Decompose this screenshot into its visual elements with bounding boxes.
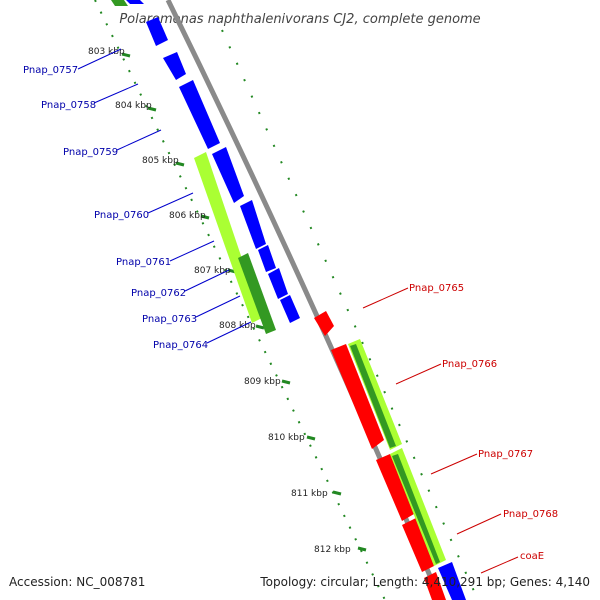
forward-genes [126, 0, 300, 323]
left-gene-labels: Pnap_0757 Pnap_0758 Pnap_0759 Pnap_0760 … [23, 65, 208, 351]
scale-label: 805 kbp [142, 156, 179, 166]
gene-label: coaE [520, 551, 544, 562]
map-title: Polaromonas naphthalenivorans CJ2, compl… [119, 12, 480, 27]
gene-label: Pnap_0767 [478, 449, 533, 460]
gene-arrow-forward [126, 0, 144, 4]
scale-label: 803 kbp [88, 47, 125, 57]
scale-label: 806 kbp [169, 211, 206, 221]
gene-arrow-forward [240, 200, 266, 249]
scale-label: 808 kbp [219, 321, 256, 331]
gene-arrow-reverse [376, 454, 414, 521]
gene-arrow-forward [163, 52, 186, 80]
scale-label: 811 kbp [291, 489, 328, 499]
right-gene-labels: Pnap_0765 Pnap_0766 Pnap_0767 Pnap_0768 … [409, 283, 558, 562]
gene-label: Pnap_0761 [116, 257, 171, 268]
scale-label: 810 kbp [268, 433, 305, 443]
left-leaders [77, 48, 252, 344]
gene-label: Pnap_0764 [153, 340, 208, 351]
right-leaders [362, 287, 519, 574]
gene-label: Pnap_0762 [131, 288, 186, 299]
gene-arrow-forward [179, 80, 220, 149]
gene-arrow-forward [268, 268, 288, 299]
gene-label: Pnap_0763 [142, 314, 197, 325]
topology-label: Topology: circular; Length: 4,410,291 bp… [259, 575, 590, 589]
gene-arrow-reverse [424, 572, 446, 600]
gene-arrow-reverse [402, 518, 434, 572]
gene-arrow-reverse [314, 311, 334, 336]
gene-label: Pnap_0758 [41, 100, 96, 111]
gene-arrow-reverse [331, 344, 384, 449]
scale-ticks-left [94, 0, 386, 600]
scale-label: 804 kbp [115, 101, 152, 111]
gene-arrow-forward [212, 147, 244, 203]
gene-arrow-forward [280, 295, 300, 323]
scale-label: 809 kbp [244, 377, 281, 387]
gene-arrow-forward [258, 245, 276, 272]
gene-label: Pnap_0766 [442, 359, 497, 370]
gc-track-left [111, 0, 276, 334]
gene-label: Pnap_0757 [23, 65, 78, 76]
accession-label: Accession: NC_008781 [9, 575, 145, 589]
gene-label: Pnap_0765 [409, 283, 464, 294]
scale-label: 807 kbp [194, 266, 231, 276]
scale-labels: 803 kbp 804 kbp 805 kbp 806 kbp 807 kbp … [88, 47, 351, 555]
major-ticks [121, 52, 367, 552]
gene-label: Pnap_0768 [503, 509, 558, 520]
gene-label: Pnap_0760 [94, 210, 149, 221]
scale-label: 812 kbp [314, 545, 351, 555]
gc-track-right [348, 339, 466, 600]
gene-arrow-forward [146, 17, 168, 46]
gene-label: Pnap_0759 [63, 147, 118, 158]
reverse-genes [314, 311, 446, 600]
